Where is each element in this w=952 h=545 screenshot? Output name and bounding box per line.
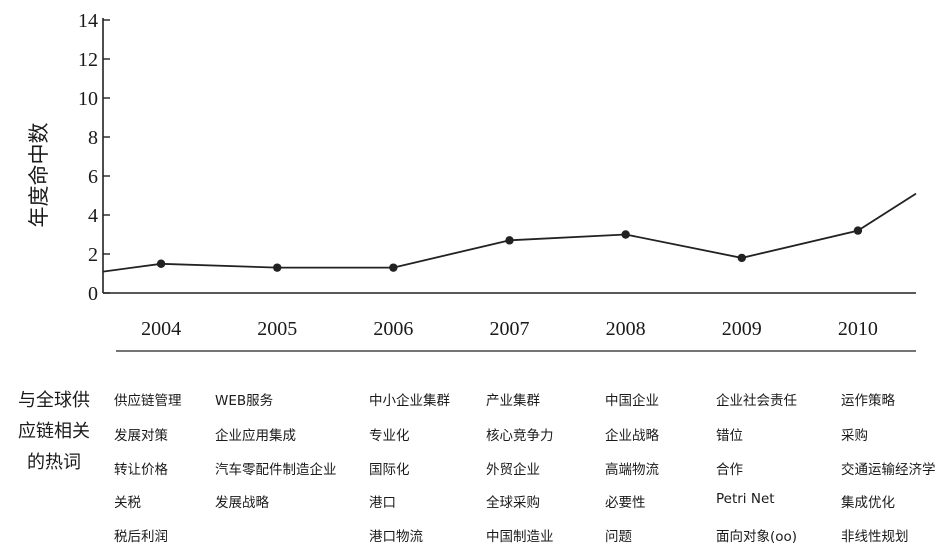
y-tick-label: 0 [88, 283, 98, 305]
x-tick-label: 2009 [722, 318, 762, 340]
hotword-term: 供应链管理 [114, 393, 182, 409]
hotword-term: 国际化 [369, 462, 410, 478]
line-chart: 0 2 4 6 8 10 12 14 2004 2005 2006 2007 2008 2009 2010… [27, 10, 917, 352]
y-tick-label: 4 [88, 205, 98, 227]
hotword-term: Petri Net [716, 491, 775, 507]
y-tick-label: 10 [78, 88, 98, 110]
hotword-term: 全球采购 [486, 495, 540, 511]
hotword-term: 面向对象(oo) [716, 529, 798, 545]
hotword-term: 转让价格 [114, 462, 168, 478]
data-point [621, 230, 630, 239]
hotword-term: 汽车零配件制造企业 [215, 462, 337, 478]
hotword-term: 关税 [114, 495, 141, 511]
series [102, 192, 917, 273]
hotword-term: 问题 [605, 529, 632, 545]
hotword-term: 核心竞争力 [486, 428, 554, 444]
x-tick-label: 2005 [257, 318, 297, 340]
hotword-term: 采购 [841, 428, 868, 444]
hotword-term: 错位 [716, 428, 743, 444]
x-tick-label: 2006 [373, 318, 413, 340]
hotword-term: 企业战略 [605, 428, 659, 444]
hotword-term: 外贸企业 [486, 462, 540, 478]
hotword-term: 企业社会责任 [716, 393, 797, 409]
hotword-term: 合作 [716, 462, 743, 478]
hotword-term: 中国企业 [605, 393, 659, 409]
x-tick-labels: 2004 2005 2006 2007 2008 2009 2010 [141, 318, 878, 340]
y-tick-label: 12 [78, 49, 98, 71]
hotword-term: 运作策略 [841, 393, 895, 409]
hotword-term: 产业集群 [486, 393, 540, 409]
hotword-term: 集成优化 [841, 495, 895, 511]
y-tick-label: 14 [78, 10, 98, 32]
hotwords-label-line: 与全球供 [18, 390, 90, 411]
hotword-term: 交通运输经济学 [841, 462, 936, 478]
hotword-term: 税后利润 [114, 529, 168, 545]
hotwords-label-line: 应链相关 [18, 421, 90, 442]
hotword-term: 高端物流 [605, 462, 659, 478]
data-point [505, 236, 514, 245]
data-point [389, 263, 398, 272]
hotwords-row-label: 与全球供 应链相关 的热词 [4, 385, 104, 478]
hotwords-label-line: 的热词 [27, 452, 81, 473]
y-tick-label: 2 [88, 244, 98, 266]
hotword-term: 发展对策 [114, 428, 168, 444]
hotword-term: 中小企业集群 [369, 393, 450, 409]
y-tick-label: 8 [88, 127, 98, 149]
hotword-term: WEB服务 [215, 393, 274, 409]
hotword-term: 必要性 [605, 495, 646, 511]
axes [102, 18, 916, 352]
data-point [737, 253, 746, 263]
x-tick-label: 2004 [141, 318, 181, 340]
y-ticks: 0 2 4 6 8 10 12 14 [78, 10, 110, 305]
hotword-term: 港口 [369, 495, 396, 511]
x-tick-label: 2007 [490, 318, 530, 340]
hotword-term: 非线性规划 [841, 529, 909, 545]
hotword-term: 企业应用集成 [215, 428, 296, 444]
y-axis-label: 年度命中数 [27, 123, 51, 228]
x-tick-label: 2010 [838, 318, 878, 340]
y-tick-label: 6 [88, 166, 98, 188]
hotword-term: 中国制造业 [486, 529, 554, 545]
hotword-term: 专业化 [369, 428, 410, 444]
x-tick-label: 2008 [606, 318, 646, 340]
hotword-term: 港口物流 [369, 529, 423, 545]
series-line [102, 192, 917, 273]
data-point [156, 259, 166, 268]
hotword-term: 发展战略 [215, 495, 269, 511]
data-point [273, 263, 282, 272]
data-point [853, 226, 863, 235]
